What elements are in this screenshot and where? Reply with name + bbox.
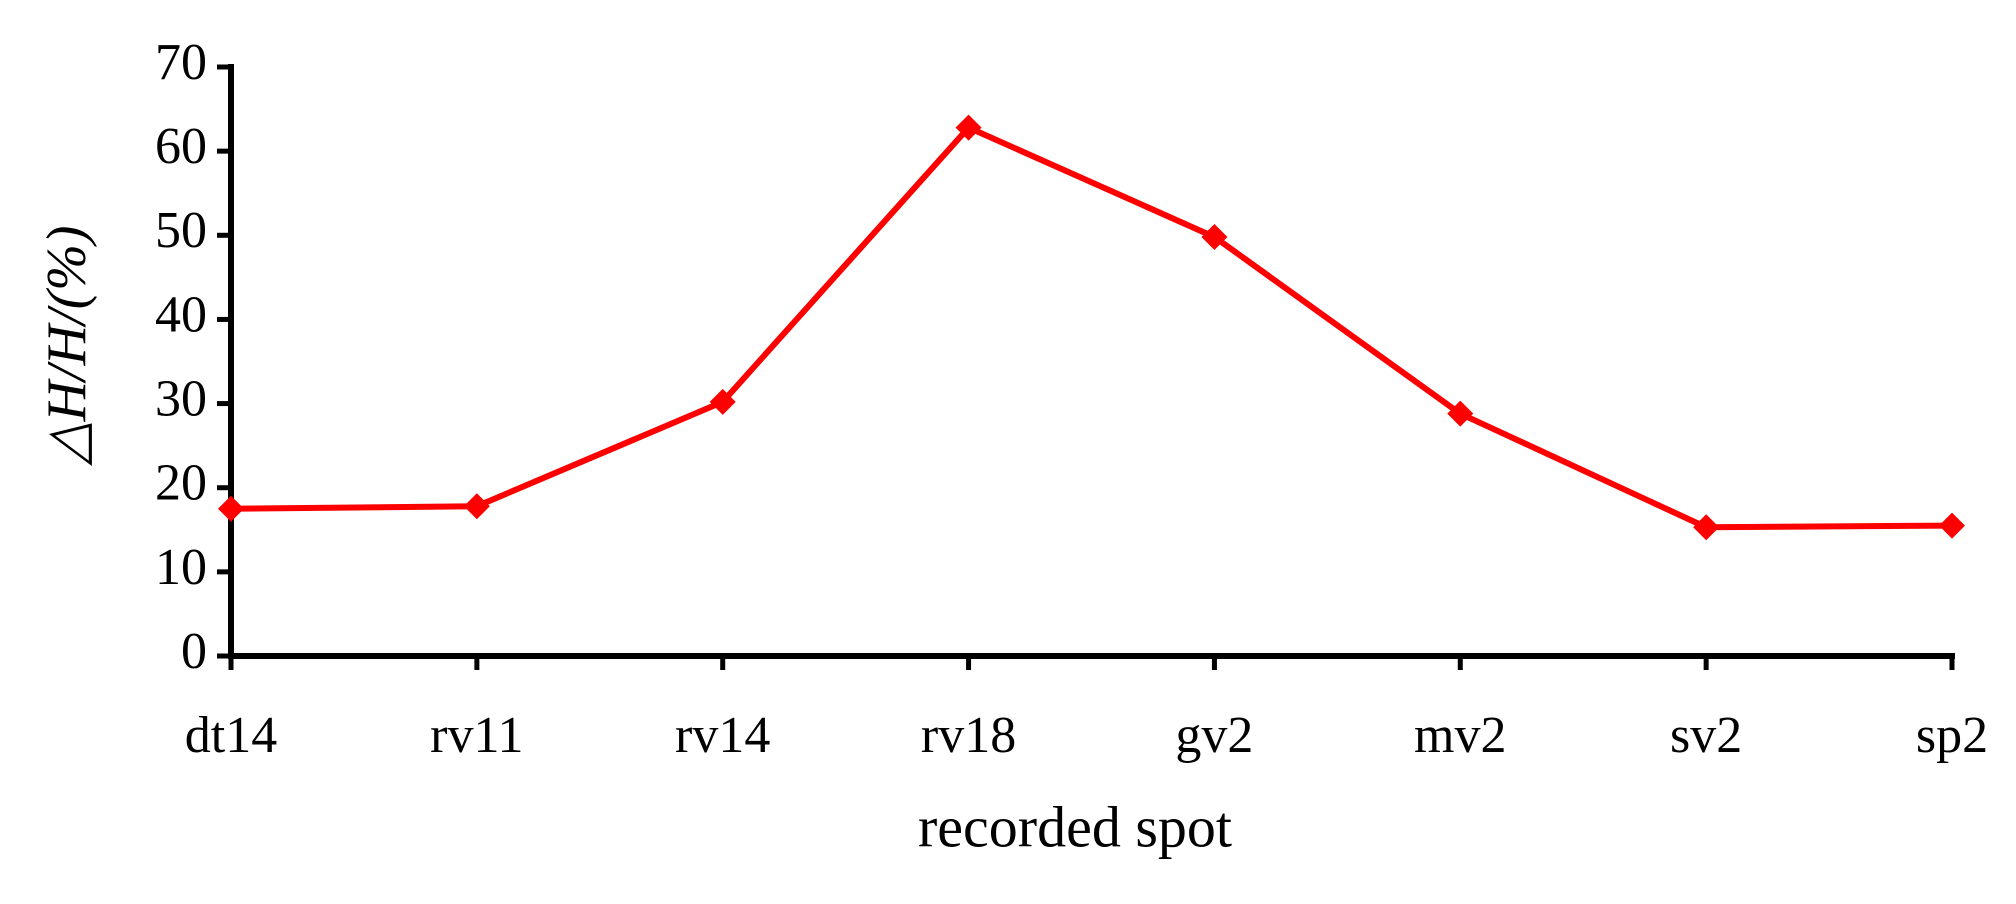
x-tick-label: rv14	[675, 707, 770, 764]
y-tick-label: 70	[155, 34, 207, 91]
y-tick-label: 10	[155, 539, 207, 596]
data-point	[709, 388, 736, 415]
y-axis-title: △H/H/(%)	[36, 225, 98, 466]
y-tick-label: 30	[155, 371, 207, 428]
x-tick-label: rv11	[430, 707, 523, 764]
data-point	[1693, 514, 1720, 541]
y-tick-label: 40	[155, 286, 207, 343]
y-tick-label: 20	[155, 455, 207, 512]
x-tick-label: rv18	[921, 707, 1016, 764]
data-point	[463, 493, 490, 520]
x-tick-label: dt14	[185, 707, 277, 764]
y-tick-label: 0	[181, 623, 207, 680]
data-point	[955, 114, 982, 141]
data-point	[1447, 400, 1474, 427]
y-tick-label: 50	[155, 202, 207, 259]
y-tick-label: 60	[155, 118, 207, 175]
x-tick-label: mv2	[1414, 707, 1506, 764]
data-line	[230, 124, 1953, 531]
data-point	[1939, 512, 1965, 539]
x-axis-title: recorded spot	[918, 794, 1232, 859]
data-point	[1201, 223, 1228, 250]
data-point	[218, 495, 244, 522]
x-tick-label: sp2	[1916, 707, 1988, 764]
x-tick-label: gv2	[1175, 707, 1253, 764]
x-tick-label: sv2	[1670, 707, 1742, 764]
